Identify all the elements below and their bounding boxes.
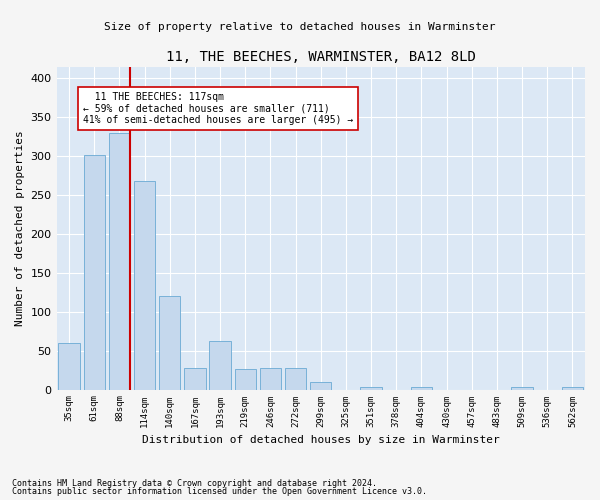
Bar: [260, 368, 281, 390]
Bar: [209, 340, 231, 390]
Y-axis label: Number of detached properties: Number of detached properties: [15, 130, 25, 326]
Bar: [159, 296, 181, 390]
Text: Contains HM Land Registry data © Crown copyright and database right 2024.: Contains HM Land Registry data © Crown c…: [12, 478, 377, 488]
Bar: [109, 132, 130, 390]
Text: Size of property relative to detached houses in Warminster: Size of property relative to detached ho…: [104, 22, 496, 32]
Bar: [235, 368, 256, 390]
Bar: [134, 181, 155, 390]
Title: 11, THE BEECHES, WARMINSTER, BA12 8LD: 11, THE BEECHES, WARMINSTER, BA12 8LD: [166, 50, 476, 64]
Bar: [411, 387, 432, 390]
Bar: [361, 387, 382, 390]
Bar: [511, 387, 533, 390]
Bar: [184, 368, 206, 390]
Text: 11 THE BEECHES: 117sqm  
← 59% of detached houses are smaller (711)
41% of semi-: 11 THE BEECHES: 117sqm ← 59% of detached…: [83, 92, 353, 126]
Bar: [310, 382, 331, 390]
Bar: [58, 343, 80, 390]
Bar: [562, 387, 583, 390]
Text: Contains public sector information licensed under the Open Government Licence v3: Contains public sector information licen…: [12, 487, 427, 496]
Bar: [83, 154, 105, 390]
X-axis label: Distribution of detached houses by size in Warminster: Distribution of detached houses by size …: [142, 435, 500, 445]
Bar: [285, 368, 307, 390]
